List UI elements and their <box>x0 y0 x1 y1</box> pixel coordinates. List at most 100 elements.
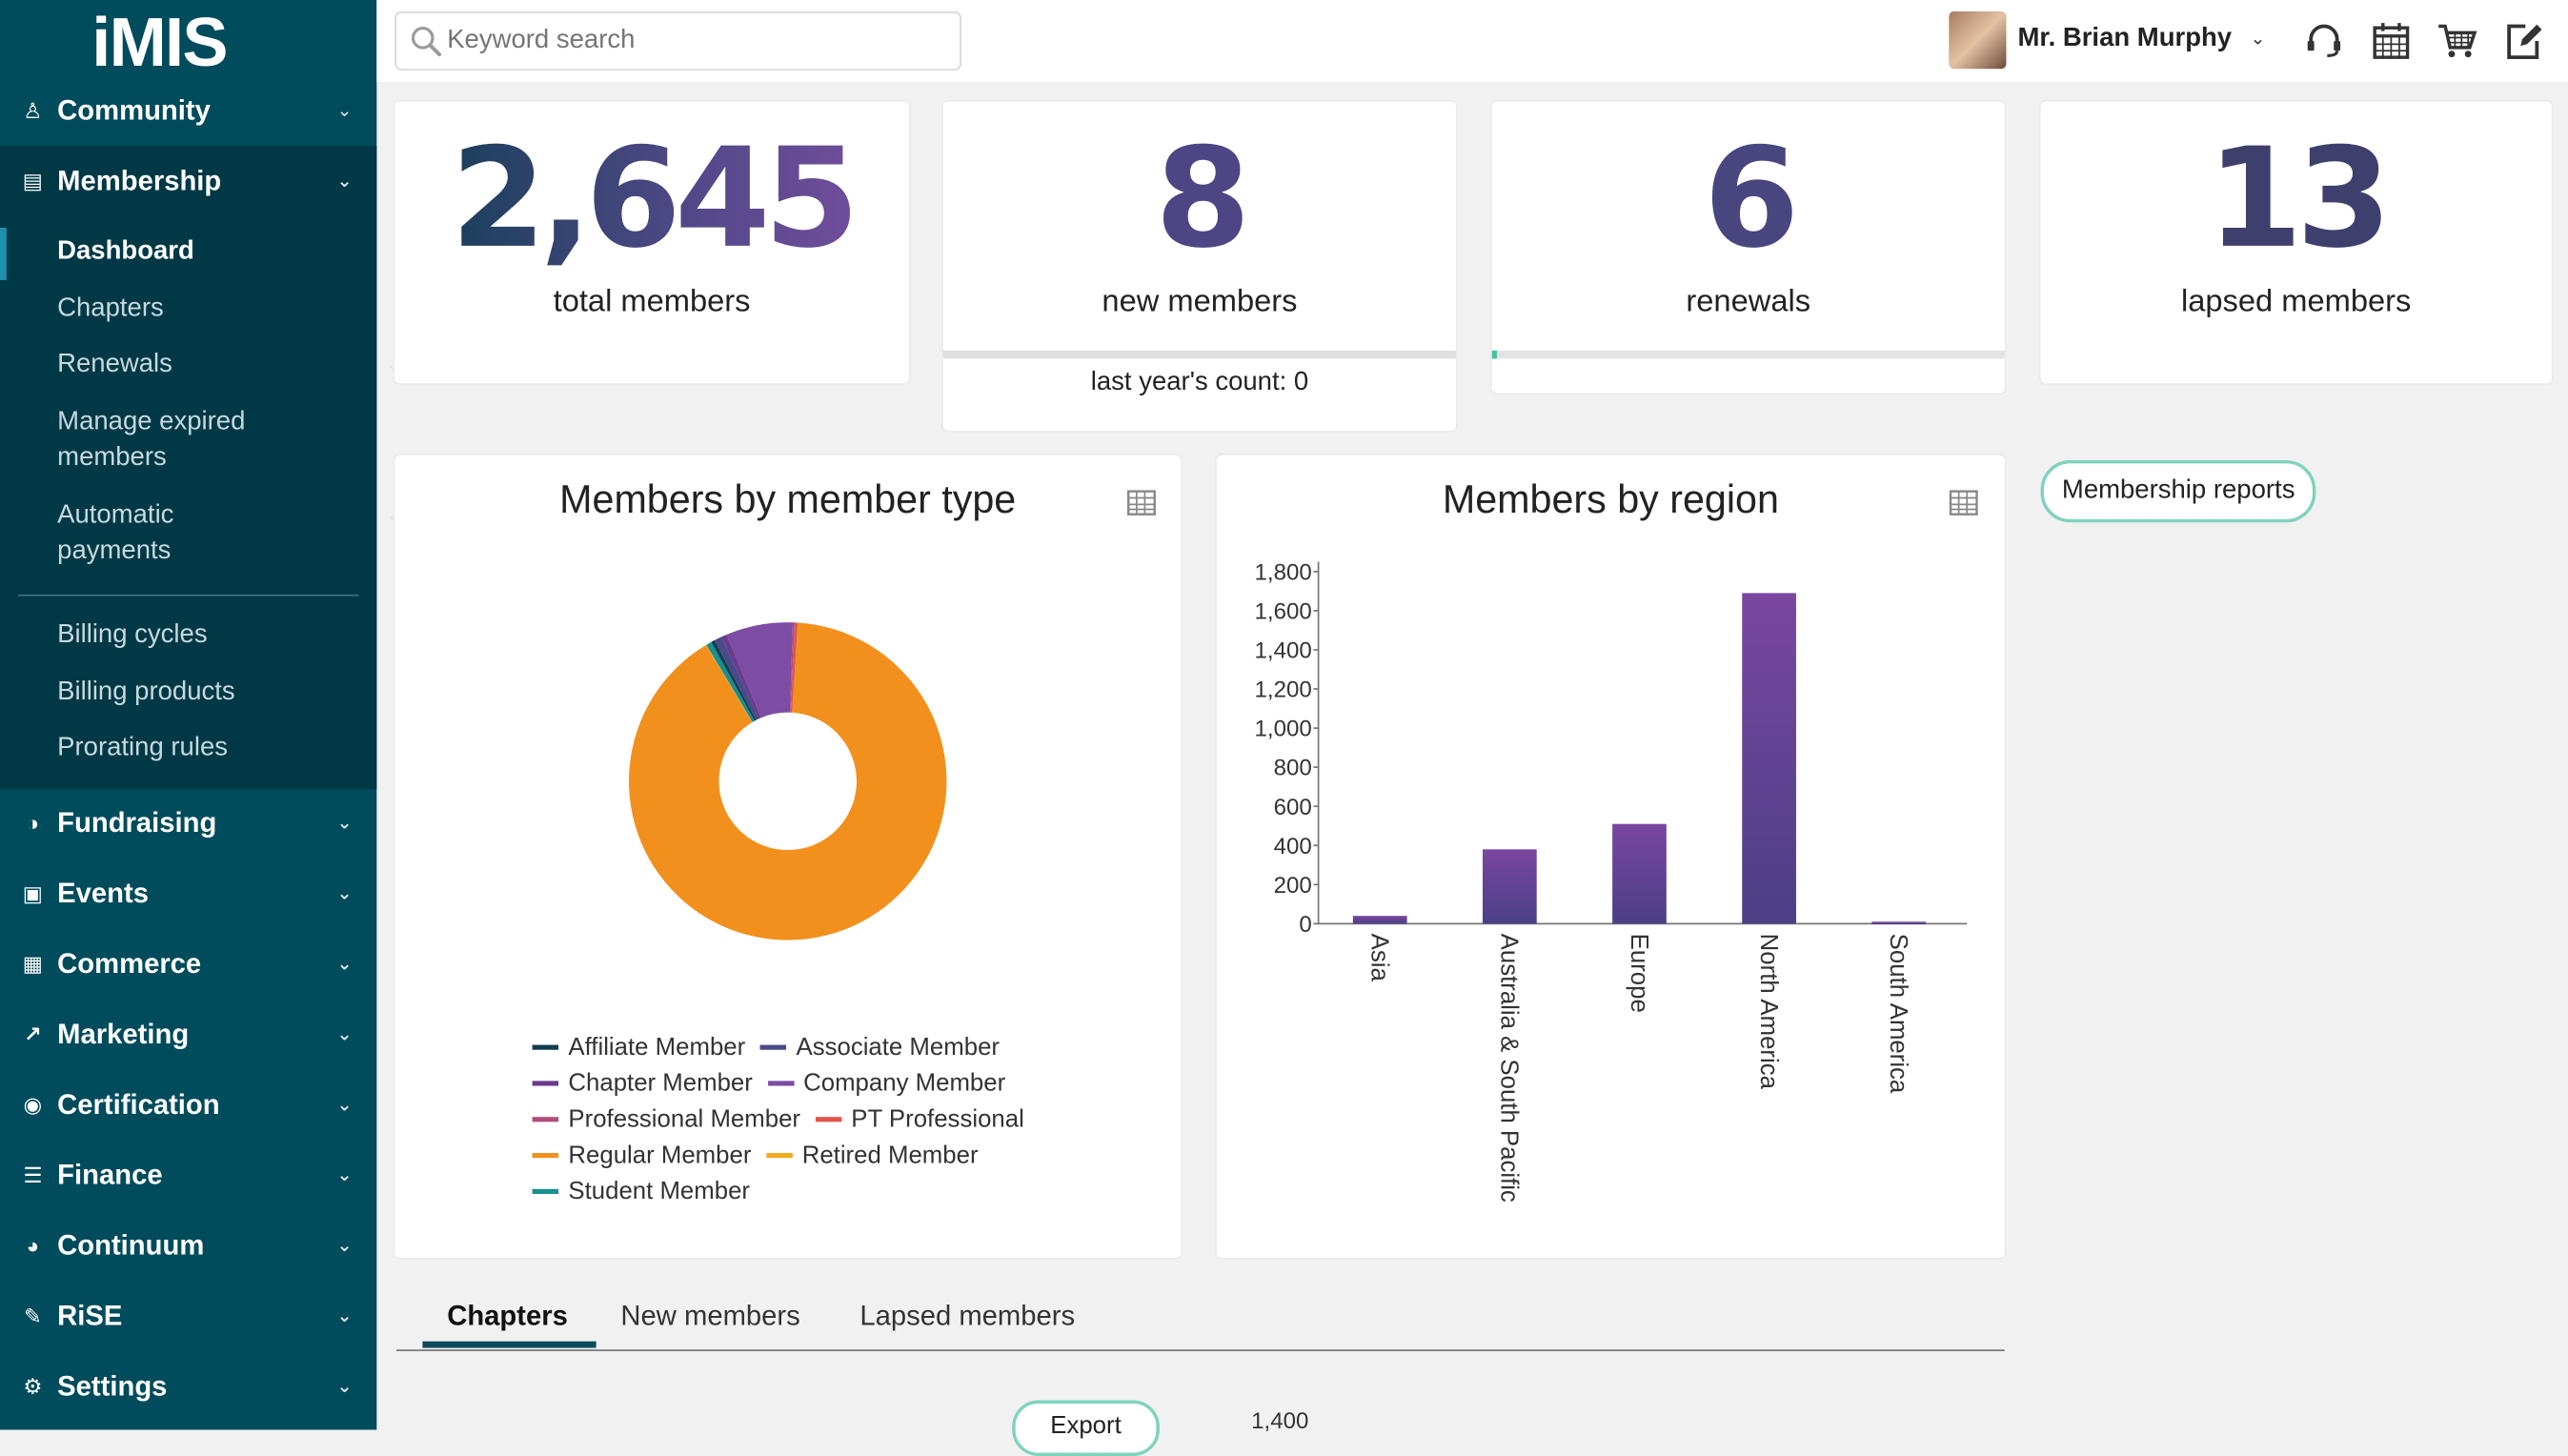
edit-icon[interactable] <box>2502 20 2545 63</box>
chevron-down-icon: ⌄ <box>336 814 353 834</box>
bar-asia[interactable] <box>1352 916 1407 924</box>
chevron-down-icon: ⌄ <box>336 1024 353 1045</box>
subnav-billing-cycles[interactable]: Billing cycles <box>57 620 208 649</box>
search-box[interactable] <box>394 11 961 71</box>
donut-slice-student-member[interactable] <box>706 641 755 722</box>
nav-fundraising[interactable]: ◑ Fundraising ⌄ <box>0 788 376 859</box>
cart-icon: ▦ <box>22 950 43 976</box>
stat-card-renewals: 6 renewals <box>1491 101 2005 394</box>
subnav-renewals[interactable]: Renewals ⌄ <box>57 347 401 383</box>
legend-swatch <box>815 1116 841 1122</box>
y-tick-label: 1,600 <box>1255 598 1312 624</box>
nav-finance[interactable]: ☰ Finance ⌄ <box>0 1140 376 1210</box>
subnav-chapters[interactable]: Chapters <box>57 294 164 323</box>
donut-slice-professional-member[interactable] <box>790 622 796 713</box>
legend-item[interactable]: Regular Member <box>532 1141 751 1168</box>
award-icon: ◉ <box>23 1091 43 1117</box>
subnav-automatic-payments[interactable]: Automatic payments ⌄ <box>57 498 401 571</box>
legend-label: Retired Member <box>801 1141 979 1169</box>
chevron-down-icon: ⌄ <box>336 101 353 122</box>
gear-icon: ⚙ <box>23 1373 43 1398</box>
legend-item[interactable]: Student Member <box>532 1176 750 1205</box>
search-icon <box>411 27 442 57</box>
legend-row: Student Member <box>532 1173 1089 1209</box>
nav-marketing-label: Marketing <box>57 1018 190 1049</box>
nav-finance-label: Finance <box>57 1159 163 1190</box>
avatar[interactable] <box>1949 11 2007 70</box>
nav-continuum[interactable]: ◕ Continuum ⌄ <box>0 1210 376 1281</box>
nav-events[interactable]: ▣ Events ⌄ <box>0 859 376 929</box>
bar-chart: 0 200 400 600 800 1,000 1,200 1,400 1,600 1,800 As… <box>1255 559 1968 1203</box>
nav-membership[interactable]: ▤ Membership ⌄ <box>0 146 376 216</box>
donut-slice-pt-professional[interactable] <box>790 622 799 713</box>
chevron-down-icon: ⌄ <box>336 1095 353 1116</box>
chevron-down-icon: ⌄ <box>336 172 353 192</box>
donut-slice-chapter-member[interactable] <box>721 635 761 719</box>
membership-reports-button[interactable]: Membership reports <box>2040 459 2316 523</box>
y-tick-label: 1,000 <box>1255 717 1312 742</box>
nav-fundraising-label: Fundraising <box>57 806 217 839</box>
legend-label: PT Professional <box>851 1104 1024 1133</box>
legend-label: Student Member <box>568 1176 750 1205</box>
nav-rise[interactable]: ✎ RiSE ⌄ <box>0 1281 376 1351</box>
bar-australia-south-pacific[interactable] <box>1482 849 1537 924</box>
export-button[interactable]: Export <box>1012 1400 1160 1456</box>
active-indicator <box>0 227 7 280</box>
legend-item[interactable]: Professional Member <box>532 1104 801 1133</box>
sidebar: iMIS ♙ Community ⌄ ▤ Membership ⌄ Dashbo… <box>0 0 401 1430</box>
stat-card-lapsed: 13 lapsed members <box>2040 101 2552 384</box>
bottom-chart-tick: 1,400 <box>1251 1406 1309 1433</box>
legend-item[interactable]: Associate Member <box>759 1033 1000 1061</box>
user-name[interactable]: Mr. Brian Murphy <box>2017 24 2233 52</box>
legend-label: Company Member <box>803 1068 1006 1097</box>
bar-south-america[interactable] <box>1871 921 1927 924</box>
legend-label: Professional Member <box>568 1104 801 1133</box>
donut-slice-affiliate-member[interactable] <box>711 639 757 721</box>
donut-slice-retired-member[interactable] <box>705 644 753 723</box>
nav-settings[interactable]: ⚙ Settings ⌄ <box>0 1351 376 1422</box>
tab-new-members[interactable]: New members <box>620 1300 800 1332</box>
search-input[interactable] <box>443 24 942 58</box>
nav-commerce[interactable]: ▦ Commerce ⌄ <box>0 929 376 1000</box>
cart-icon[interactable] <box>2436 20 2478 63</box>
subnav-prorating-rules[interactable]: Prorating rules <box>57 734 228 762</box>
legend-item[interactable]: Retired Member <box>765 1141 979 1169</box>
table-view-icon[interactable] <box>1127 488 1157 517</box>
stat-new-footer: last year's count: 0 <box>1090 368 1309 396</box>
imis-logo[interactable]: iMIS <box>91 3 228 81</box>
legend-swatch <box>532 1043 559 1049</box>
subnav-manage-expired[interactable]: Manage expired members <box>57 407 246 472</box>
x-tick-label: Asia <box>1366 934 1393 982</box>
bar-europe[interactable] <box>1612 823 1667 924</box>
donut-slice-company-member[interactable] <box>726 622 794 718</box>
chevron-down-icon[interactable]: ⌄ <box>2250 29 2266 50</box>
legend-item[interactable]: Chapter Member <box>532 1068 753 1097</box>
donut-slice-associate-member[interactable] <box>714 637 759 720</box>
subnav-renewals-label: Renewals <box>57 350 172 379</box>
subnav-billing-products[interactable]: Billing products <box>57 677 235 706</box>
membership-card-icon: ▤ <box>22 168 43 192</box>
legend-item[interactable]: Company Member <box>767 1068 1006 1097</box>
subnav-dashboard[interactable]: Dashboard <box>57 237 194 266</box>
chevron-down-icon: ⌄ <box>336 955 353 975</box>
stat-new-label: new members <box>1102 285 1298 320</box>
nav-certification[interactable]: ◉ Certification ⌄ <box>0 1069 376 1140</box>
legend-item[interactable]: PT Professional <box>815 1104 1024 1133</box>
nav-marketing[interactable]: ↗ Marketing ⌄ <box>0 999 376 1069</box>
headset-icon[interactable] <box>2303 20 2346 63</box>
legend-item[interactable]: Affiliate Member <box>532 1033 745 1061</box>
bar-north-america[interactable] <box>1742 593 1796 924</box>
nav-community[interactable]: ♙ Community ⌄ <box>0 75 376 146</box>
nav-rise-label: RiSE <box>57 1299 123 1331</box>
tab-chapters[interactable]: Chapters <box>447 1300 568 1332</box>
member-type-chart-panel: Members by member type Affiliate Member A… <box>394 455 1182 1258</box>
calendar-icon[interactable] <box>2370 20 2413 63</box>
nav-events-label: Events <box>57 877 149 909</box>
stat-card-new: 8 new members last year's count: 0 <box>943 101 1456 432</box>
legend-swatch <box>532 1116 559 1122</box>
legend-row: Affiliate Member Associate Member <box>532 1028 1089 1064</box>
table-view-icon[interactable] <box>1949 488 1978 517</box>
donut-slice-regular-member[interactable] <box>629 622 947 940</box>
tab-lapsed-members[interactable]: Lapsed members <box>859 1300 1076 1332</box>
stat-lapsed-value: 13 <box>2207 117 2392 279</box>
